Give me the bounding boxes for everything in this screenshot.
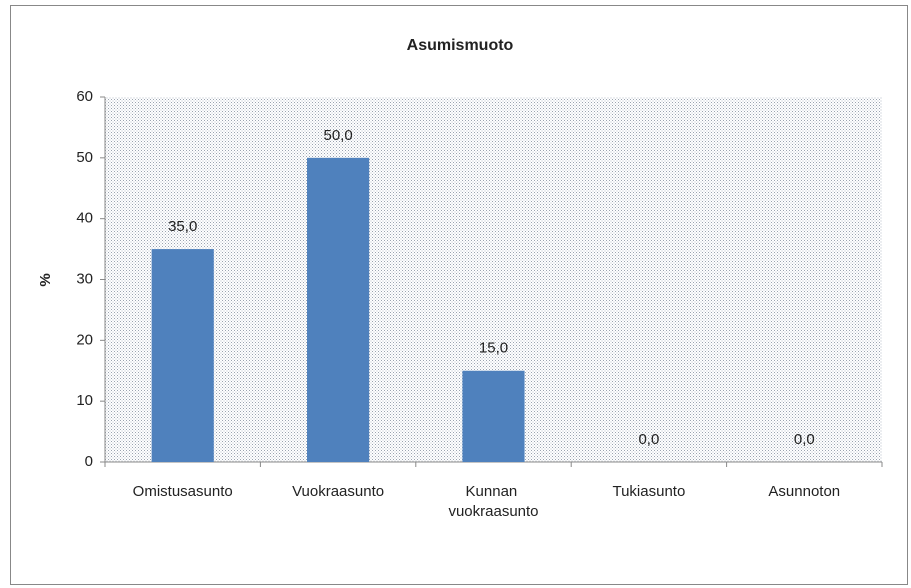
data-label: 0,0 bbox=[794, 431, 815, 448]
data-label: 35,0 bbox=[168, 218, 197, 235]
x-tick-label: Vuokraasunto bbox=[292, 483, 384, 500]
y-tick-label: 40 bbox=[76, 210, 93, 227]
y-tick-label: 60 bbox=[76, 88, 93, 105]
y-tick-label: 20 bbox=[76, 331, 93, 348]
y-tick-label: 10 bbox=[76, 392, 93, 409]
x-tick-label: Omistusasunto bbox=[133, 483, 233, 500]
x-tick-label: Asunnoton bbox=[768, 483, 840, 500]
y-tick-label: 0 bbox=[85, 453, 93, 470]
data-label: 0,0 bbox=[638, 431, 659, 448]
y-tick-label: 30 bbox=[76, 270, 93, 287]
y-tick-label: 50 bbox=[76, 149, 93, 166]
data-label: 15,0 bbox=[479, 340, 508, 357]
x-tick-label: Kunnan vuokraasunto bbox=[448, 483, 538, 520]
bar bbox=[462, 370, 525, 462]
bar bbox=[307, 157, 370, 463]
y-axis-label: % bbox=[37, 273, 54, 286]
x-tick-label: Tukiasunto bbox=[612, 483, 685, 500]
bar bbox=[151, 249, 214, 462]
data-label: 50,0 bbox=[323, 127, 352, 144]
chart-title: Asumismuoto bbox=[407, 37, 514, 54]
